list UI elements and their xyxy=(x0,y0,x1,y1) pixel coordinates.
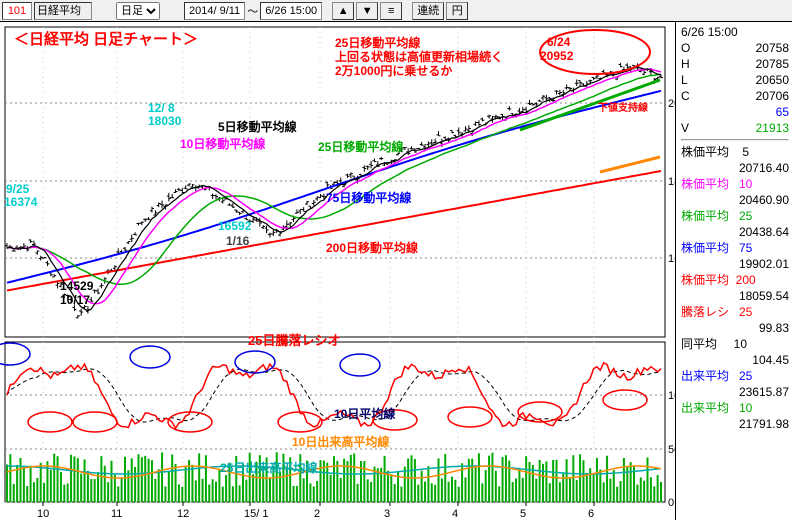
ma-label: 株価平均 10 xyxy=(681,176,789,192)
svg-text:下値支持線: 下値支持線 xyxy=(598,101,648,114)
svg-text:3: 3 xyxy=(384,508,390,520)
ma-value: 20438.64 xyxy=(739,224,789,240)
svg-text:25日移動平均線: 25日移動平均線 xyxy=(318,139,403,154)
svg-text:200日移動平均線: 200日移動平均線 xyxy=(326,240,418,255)
ma-label: 出来平均 10 xyxy=(681,400,789,416)
ma-label: 騰落レシ 25 xyxy=(681,304,789,320)
ma-value: 20716.40 xyxy=(739,160,789,176)
ohlc-value: 20706 xyxy=(756,88,789,104)
svg-text:10: 10 xyxy=(37,508,49,520)
svg-text:2: 2 xyxy=(314,508,320,520)
svg-text:11: 11 xyxy=(111,508,122,520)
vol-label: V xyxy=(681,120,689,136)
ohlc-value: 20785 xyxy=(756,56,789,72)
toolbar: 101 日経平均 日足 2014/ 9/11 ～ 6/26 15:00 ▲ ▼ … xyxy=(0,0,792,22)
svg-text:16000: 16000 xyxy=(668,253,676,265)
down-button[interactable]: ▼ xyxy=(356,2,378,20)
ma-label: 同平均 10 xyxy=(681,336,789,352)
svg-text:100: 100 xyxy=(668,390,676,402)
date-from[interactable]: 2014/ 9/11 xyxy=(184,2,245,20)
svg-text:6/24: 6/24 xyxy=(547,35,571,49)
security-name: 日経平均 xyxy=(34,2,92,20)
chart-svg: 16000 18000 20000 0 50 100 10 11 12 15/ 1 2 3 4 5 6 25日… xyxy=(0,22,676,520)
svg-text:4: 4 xyxy=(452,508,458,520)
svg-text:上回る状態は高値更新相場続く: 上回る状態は高値更新相場続く xyxy=(335,49,503,64)
ma-value: 20460.90 xyxy=(739,192,789,208)
ma-label: 出来平均 25 xyxy=(681,368,789,384)
svg-text:10日移動平均線: 10日移動平均線 xyxy=(180,136,265,151)
up-button[interactable]: ▲ xyxy=(332,2,354,20)
ma-label: 株価平均 25 xyxy=(681,208,789,224)
svg-text:18000: 18000 xyxy=(668,176,676,188)
svg-text:25日移動平均線: 25日移動平均線 xyxy=(335,35,420,50)
ohlc-label: C xyxy=(681,88,690,104)
svg-text:2万1000円に乗せるか: 2万1000円に乗せるか xyxy=(335,64,452,78)
chart-area: ＜日経平均 日足チャート＞ 16000180002000005010010111… xyxy=(0,22,676,520)
ma-value: 18059.54 xyxy=(739,288,789,304)
ma-label: 株価平均 75 xyxy=(681,240,789,256)
yen-button[interactable]: 円 xyxy=(446,2,468,20)
ma-value: 21791.98 xyxy=(739,416,789,432)
side-panel: 6/26 15:00 O 20758 H 20785 L 20650 C 20706 65 V… xyxy=(676,22,791,520)
svg-text:20952: 20952 xyxy=(540,49,574,63)
ma-value: 104.45 xyxy=(752,352,789,368)
delta-value: 65 xyxy=(776,104,789,120)
ohlc-value: 20758 xyxy=(756,40,789,56)
svg-text:6: 6 xyxy=(588,508,594,520)
svg-text:15/ 1: 15/ 1 xyxy=(244,508,268,520)
vol-value: 21913 xyxy=(756,120,789,136)
svg-text:0: 0 xyxy=(668,497,674,509)
quote-timestamp: 6/26 15:00 xyxy=(681,24,738,40)
svg-text:25日騰落レシオ: 25日騰落レシオ xyxy=(248,333,340,348)
svg-text:10日出来高平均線: 10日出来高平均線 xyxy=(292,434,389,449)
svg-text:5日移動平均線: 5日移動平均線 xyxy=(218,119,297,134)
svg-text:25日出来高平均線: 25日出来高平均線 xyxy=(220,460,317,475)
ohlc-label: O xyxy=(681,40,690,56)
date-sep: ～ xyxy=(247,3,258,19)
svg-text:50: 50 xyxy=(668,444,676,456)
svg-text:10日平均線: 10日平均線 xyxy=(334,406,395,421)
svg-text:16592: 16592 xyxy=(218,219,252,233)
ohlc-value: 20650 xyxy=(756,72,789,88)
ma-value: 23615.87 xyxy=(739,384,789,400)
svg-text:5: 5 xyxy=(520,508,526,520)
svg-text:9/25: 9/25 xyxy=(6,182,30,196)
timeframe-select[interactable]: 日足 xyxy=(116,2,160,20)
svg-text:20000: 20000 xyxy=(668,98,676,110)
svg-text:1/16: 1/16 xyxy=(226,234,250,248)
ohlc-label: L xyxy=(681,72,688,88)
svg-text:12: 12 xyxy=(177,508,189,520)
svg-text:16374: 16374 xyxy=(4,195,38,209)
ma-label: 株価平均 5 xyxy=(681,144,789,160)
svg-text:12/ 8: 12/ 8 xyxy=(148,101,175,115)
continuous-button[interactable]: 連続 xyxy=(412,2,444,20)
ma-value: 19902.01 xyxy=(739,256,789,272)
date-to[interactable]: 6/26 15:00 xyxy=(260,2,322,20)
svg-text:10/17: 10/17 xyxy=(60,293,90,307)
bars-button[interactable]: ≡ xyxy=(380,2,402,20)
code-input[interactable]: 101 xyxy=(2,2,32,20)
svg-text:75日移動平均線: 75日移動平均線 xyxy=(326,190,411,205)
svg-text:14529: 14529 xyxy=(60,279,94,293)
ma-label: 株価平均 200 xyxy=(681,272,789,288)
svg-text:18030: 18030 xyxy=(148,114,182,128)
ma-value: 99.83 xyxy=(759,320,789,336)
ohlc-label: H xyxy=(681,56,690,72)
